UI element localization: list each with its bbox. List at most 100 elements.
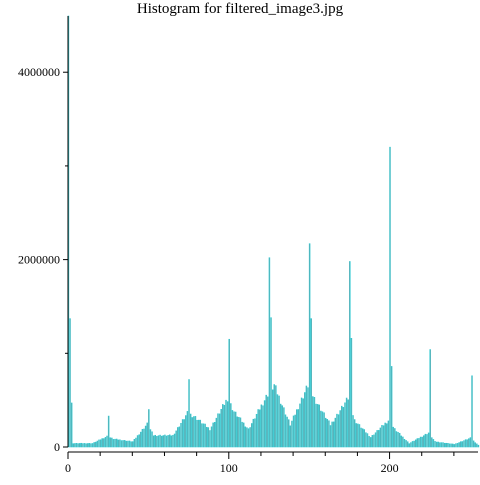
bar-series: [67, 15, 480, 448]
histogram-bar: [471, 375, 473, 448]
histogram-bar: [101, 438, 103, 448]
histogram-bar: [406, 441, 409, 448]
histogram-bar: [106, 435, 108, 448]
histogram-bar: [217, 413, 219, 448]
histogram-bar: [191, 417, 193, 448]
histogram-bar: [122, 440, 124, 448]
histogram-bar: [70, 402, 73, 448]
histogram-bar: [78, 443, 81, 448]
histogram-bar: [222, 404, 224, 448]
histogram-bar: [135, 437, 137, 448]
histogram-bar: [300, 397, 303, 448]
histogram-bar: [141, 429, 144, 448]
histogram-bar: [148, 409, 150, 448]
histogram-bar: [231, 410, 234, 448]
histogram-bar: [374, 432, 377, 448]
histogram-bar: [336, 413, 338, 448]
histogram-bar: [287, 419, 290, 448]
histogram-bar: [439, 442, 441, 448]
histogram-bar: [177, 427, 179, 448]
histogram-bar: [347, 399, 349, 448]
histogram-bar: [173, 433, 176, 448]
histogram-bar: [450, 443, 452, 448]
histogram-bar: [186, 411, 189, 448]
histogram-bar: [115, 438, 118, 448]
histogram-bar: [411, 441, 414, 448]
histogram-bar: [291, 420, 293, 448]
histogram-bar: [133, 438, 136, 448]
histogram-bar: [369, 437, 372, 448]
histogram-bar: [220, 408, 222, 448]
histogram-bar: [403, 438, 406, 448]
histogram-bar: [262, 405, 264, 448]
histogram-bar: [413, 440, 415, 448]
y-tick-label: 0: [54, 440, 60, 454]
histogram-bar: [313, 397, 316, 448]
chart-title: Histogram for filtered_image3.jpg: [137, 1, 344, 17]
histogram-bar: [93, 442, 95, 448]
histogram-bar: [130, 441, 132, 448]
histogram-bar: [382, 425, 385, 448]
histogram-bar: [263, 400, 266, 448]
histogram-bar: [236, 416, 239, 448]
histogram-bar: [162, 435, 165, 448]
histogram-bar: [400, 435, 403, 448]
histogram-bar: [349, 261, 351, 448]
histogram-bar: [329, 425, 332, 448]
histogram-bar: [332, 421, 335, 448]
histogram-bar: [315, 403, 317, 448]
histogram-bar: [296, 409, 298, 448]
histogram-bar: [207, 427, 210, 448]
histogram-bar: [74, 443, 76, 448]
histogram-bar: [416, 438, 419, 448]
histogram-bar: [149, 429, 152, 448]
histogram-bar: [120, 440, 123, 448]
histogram-bar: [455, 443, 457, 448]
histogram-bar: [419, 436, 422, 448]
histogram-bar: [350, 338, 353, 448]
histogram-bar: [223, 404, 226, 448]
histogram-bar: [368, 436, 370, 448]
axes: 0 2000000 4000000 0 100 200: [18, 16, 478, 475]
histogram-bar: [199, 419, 202, 448]
histogram-bar: [128, 440, 131, 448]
histogram-bar: [292, 415, 295, 448]
histogram-bar: [337, 414, 340, 448]
histogram-bar: [242, 422, 245, 448]
histogram-bar: [146, 422, 148, 448]
histogram-bar: [151, 431, 153, 448]
histogram-bar: [468, 438, 470, 448]
x-tick-label: 100: [220, 461, 238, 475]
histogram-bar: [460, 441, 462, 448]
y-tick-label: 4000000: [18, 65, 60, 79]
histogram-bar: [246, 427, 248, 448]
histogram-bar: [255, 413, 258, 448]
histogram-bar: [442, 442, 444, 448]
histogram-bar: [437, 441, 439, 448]
histogram-bar: [103, 438, 105, 448]
histogram-bar: [257, 409, 259, 448]
histogram-bar: [178, 426, 181, 448]
histogram-bar: [283, 407, 285, 448]
histogram-bar: [250, 423, 253, 448]
histogram-bar: [378, 430, 380, 448]
histogram-bar: [238, 416, 240, 448]
histogram-bar: [334, 417, 337, 448]
histogram-bar: [392, 426, 394, 448]
histogram-bar: [143, 428, 145, 448]
histogram-bar: [357, 423, 359, 448]
histogram-bar: [85, 443, 87, 448]
histogram-bar: [132, 441, 134, 448]
histogram-bar: [112, 439, 115, 448]
x-tick-label: 200: [381, 461, 399, 475]
histogram-bar: [414, 439, 417, 448]
histogram-bar: [284, 414, 287, 448]
histogram-bar: [366, 433, 369, 448]
histogram-bar: [205, 426, 208, 448]
histogram-bar: [321, 411, 324, 448]
histogram-bar: [390, 366, 393, 448]
histogram-bar: [164, 434, 166, 448]
histogram-bar: [278, 395, 280, 448]
histogram-bar: [228, 338, 230, 448]
